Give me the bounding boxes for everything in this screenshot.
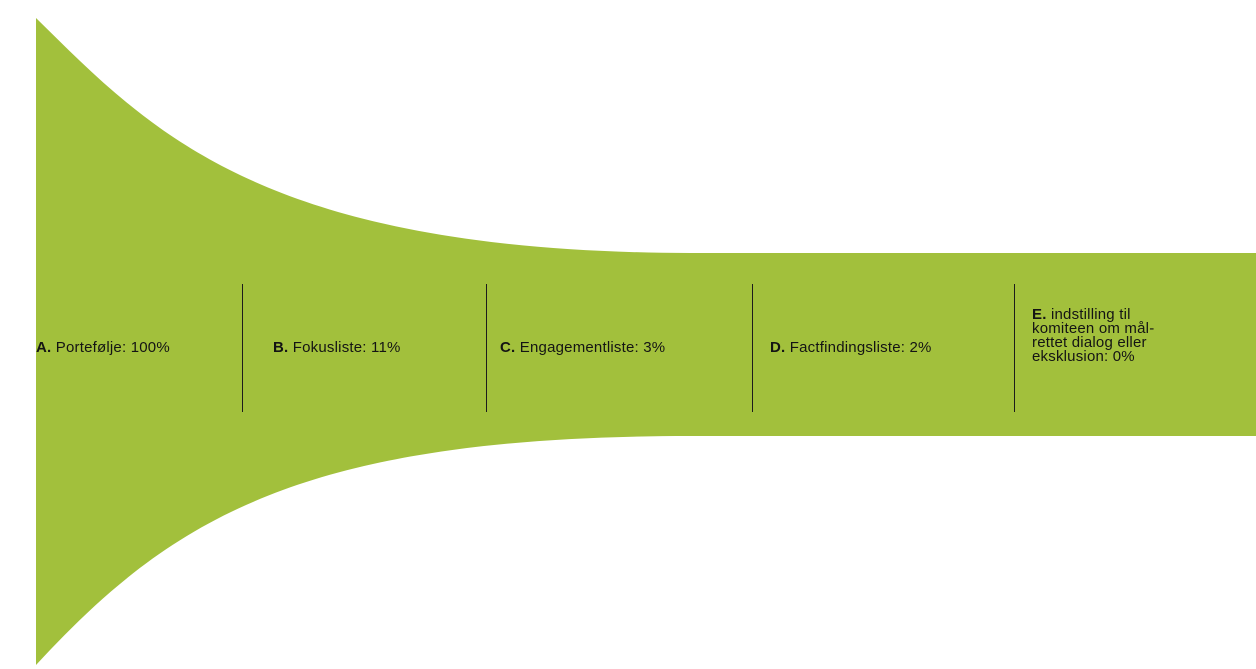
stage-a-text: Portefølje: 100%	[55, 338, 170, 356]
stage-b-fokusliste: B. Fokusliste: 11%	[273, 336, 401, 358]
stage-e-letter: E.	[1032, 306, 1047, 323]
stage-divider	[242, 284, 243, 412]
stage-a-letter: A.	[36, 338, 52, 356]
stage-e-indstilling: E. indstilling til komiteen om mål- rett…	[1032, 306, 1232, 365]
stage-c-engagementliste: C. Engagementliste: 3%	[500, 336, 665, 358]
funnel-body	[36, 18, 1256, 665]
stage-d-text: Factfindingsliste: 2%	[789, 338, 932, 356]
stage-c-label: C. Engagementliste: 3%	[500, 340, 665, 355]
stage-divider	[486, 284, 487, 412]
stage-b-text: Fokusliste: 11%	[292, 338, 401, 356]
stage-c-letter: C.	[500, 338, 516, 356]
stage-a-portefolje: A. Portefølje: 100%	[36, 336, 170, 358]
stage-c-text: Engagementliste: 3%	[519, 338, 666, 356]
stage-divider	[752, 284, 753, 412]
stage-divider	[1014, 284, 1015, 412]
stage-d-factfindingsliste: D. Factfindingsliste: 2%	[770, 336, 932, 358]
stage-a-label: A. Portefølje: 100%	[36, 340, 170, 355]
stage-d-letter: D.	[770, 338, 786, 356]
stage-b-letter: B.	[273, 338, 289, 356]
stage-d-label: D. Factfindingsliste: 2%	[770, 340, 932, 355]
stage-b-label: B. Fokusliste: 11%	[273, 340, 401, 355]
stage-e-label: E. indstilling til komiteen om mål- rett…	[1032, 306, 1155, 365]
stage-e-text: indstilling til komiteen om mål- rettet …	[1032, 306, 1155, 365]
